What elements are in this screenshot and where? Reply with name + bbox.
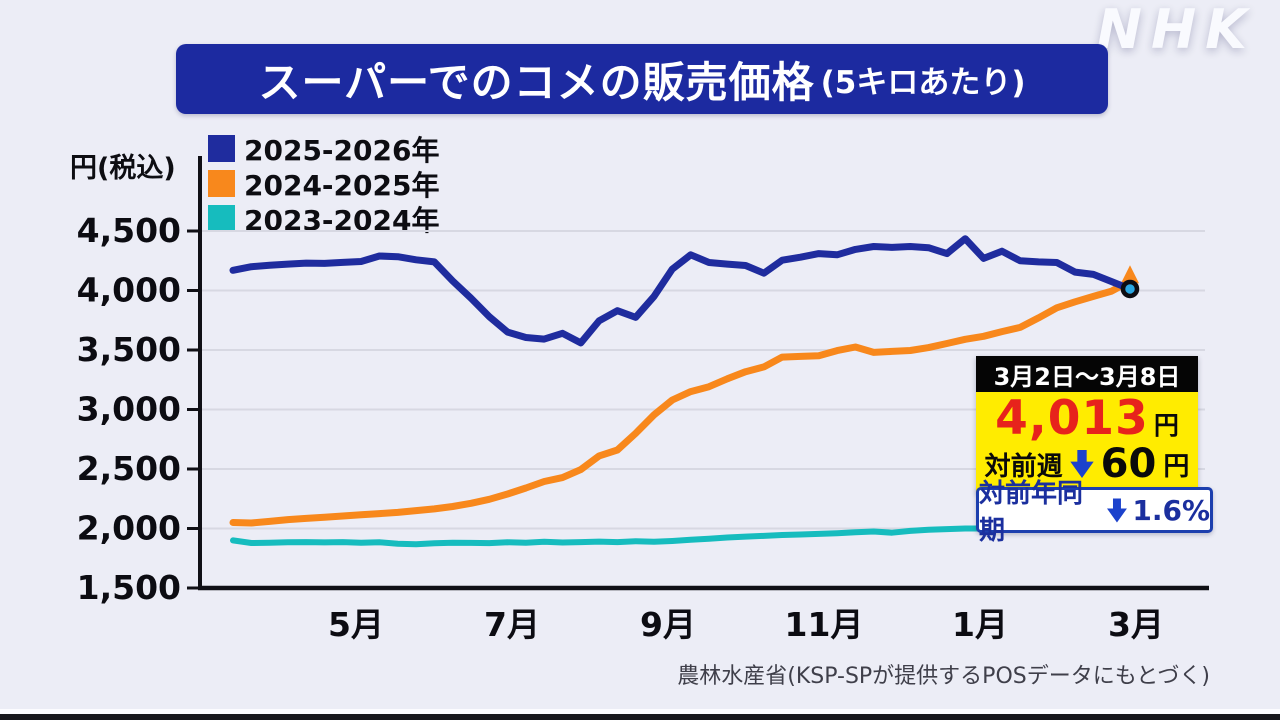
legend-label: 2025-2026年 (244, 133, 440, 167)
current-price-row: 4,013 円 (976, 391, 1198, 446)
series-end-arrow (1121, 265, 1139, 284)
y-tick-label: 3,500 (77, 330, 181, 369)
x-tick-label: 11月 (785, 605, 864, 644)
x-tick-label: 1月 (952, 605, 1008, 644)
data-source-credit: 農林水産省(KSP-SPが提供するPOSデータにもとづく) (677, 664, 1210, 689)
x-tick-label: 3月 (1108, 605, 1164, 644)
legend-item-2025-2026: 2025-2026年 (208, 131, 440, 167)
y-tick-label: 3,000 (77, 390, 181, 429)
y-tick-label: 2,500 (77, 449, 181, 488)
x-tick-label: 9月 (640, 605, 696, 644)
year-over-year-box: 対前年同期 1.6% (976, 479, 1213, 546)
y-tick-label: 4,000 (77, 271, 181, 310)
wow-value: 60 (1100, 441, 1157, 488)
wow-label: 対前週 (984, 451, 1063, 482)
x-tick-label: 7月 (484, 605, 540, 644)
chart-title-banner: スーパーでのコメの販売価格 (5キロあたり) (176, 44, 1108, 114)
callout-period: 3月2日～3月8日 (976, 356, 1198, 392)
legend-swatch-cyan (208, 205, 235, 232)
current-price-unit: 円 (1153, 411, 1179, 440)
y-tick-label: 2,000 (77, 509, 181, 548)
week-over-week-row: 対前週 60 円 (976, 444, 1198, 484)
chart-title-unit: (5キロあたり) (820, 64, 1026, 101)
nhk-logo: NHK (1096, 0, 1256, 61)
down-arrow-icon (1069, 450, 1094, 479)
legend-swatch-orange (208, 170, 235, 197)
y-axis-unit-label: 円(税込) (70, 153, 176, 184)
y-tick-label: 4,500 (77, 211, 181, 250)
y-tick-label: 1,500 (77, 568, 181, 607)
current-week-callout: 3月2日～3月8日 4,013 円 対前週 60 円 (976, 356, 1198, 494)
callout-body: 4,013 円 対前週 60 円 (976, 391, 1198, 494)
bottom-black-bar (0, 714, 1280, 720)
latest-point-marker (1120, 279, 1140, 299)
series-line-2024-2025年 (229, 277, 1134, 527)
yoy-value: 1.6% (1132, 493, 1210, 527)
callout-period-text: 3月2日～3月8日 (993, 362, 1181, 391)
legend-swatch-navy (208, 135, 235, 162)
bottom-white-strip (0, 709, 1280, 714)
legend-label: 2024-2025年 (244, 168, 440, 202)
down-arrow-icon (1107, 498, 1128, 522)
yoy-label: 対前年同期 (979, 479, 1084, 546)
legend-item-2024-2025: 2024-2025年 (208, 166, 440, 202)
x-tick-label: 5月 (328, 605, 384, 644)
wow-unit: 円 (1163, 451, 1190, 482)
chart-title: スーパーでのコメの販売価格 (258, 57, 815, 107)
current-price-value: 4,013 (995, 391, 1149, 446)
series-line-2025-2026年 (229, 235, 1134, 347)
